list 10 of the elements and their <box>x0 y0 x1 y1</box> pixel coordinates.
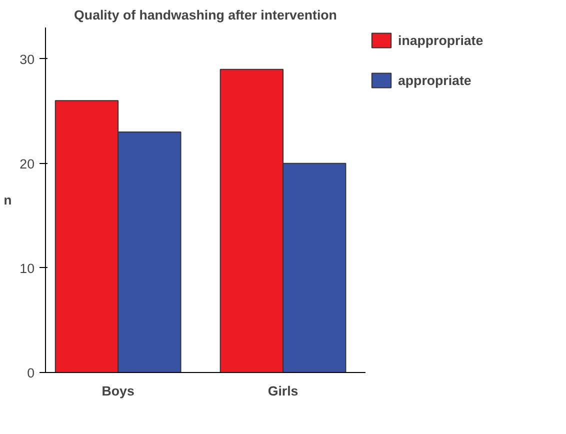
legend-label: inappropriate <box>398 32 484 48</box>
x-tick-label: Girls <box>268 384 298 398</box>
x-tick-label: Boys <box>102 384 134 398</box>
y-tick-label: 10 <box>20 260 35 276</box>
y-axis-title: n <box>4 192 12 208</box>
y-tick-label: 30 <box>20 52 35 67</box>
y-tick-label: 0 <box>27 366 35 380</box>
y-tick-label: 20 <box>20 156 35 172</box>
legend-label: appropriate <box>398 72 472 88</box>
chart-title: Quality of handwashing after intervention <box>74 8 337 22</box>
